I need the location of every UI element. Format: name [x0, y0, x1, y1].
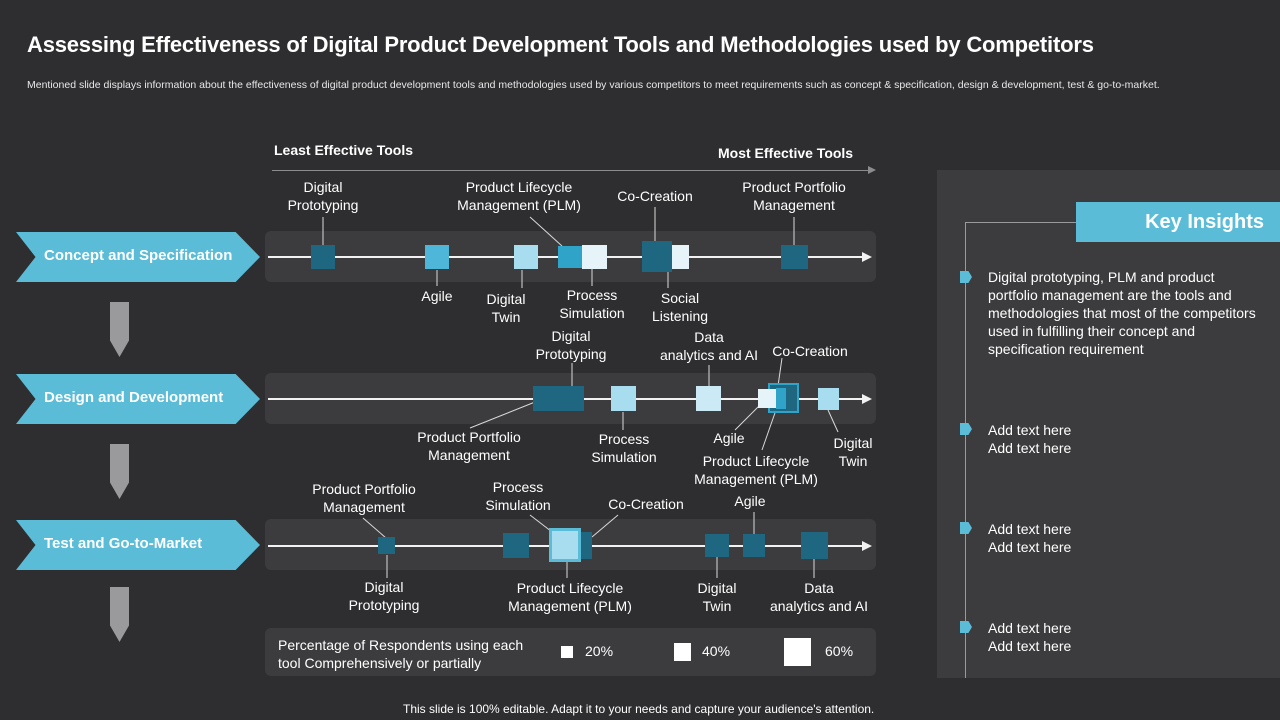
stage-axis-arrow — [862, 252, 872, 262]
stage-label: Test and Go-to-Market — [44, 535, 203, 552]
stage-chevron-design: Design and Development — [16, 374, 260, 424]
marker-data-analytics-ai — [801, 532, 828, 559]
tool-label: Product Lifecycle Management (PLM) — [694, 453, 818, 487]
marker-social-listening — [672, 245, 689, 269]
stage-chevron-test: Test and Go-to-Market — [16, 520, 260, 570]
tool-label: Product Lifecycle Management (PLM) — [457, 179, 581, 213]
tool-label: Co-Creation — [608, 496, 684, 512]
tool-label: Agile — [734, 493, 766, 509]
tool-label: Digital Twin — [697, 580, 737, 614]
key-insights-panel — [937, 170, 1280, 678]
tool-label: Data analytics and AI — [659, 329, 759, 363]
tool-label: Digital Prototyping — [348, 579, 420, 613]
insight-item: Add text here Add text here — [988, 620, 1072, 654]
marker-co-creation — [642, 241, 672, 272]
tool-label: Process Simulation — [591, 431, 657, 465]
marker-digital-twin — [705, 534, 729, 557]
marker-product-portfolio-management — [533, 386, 559, 411]
axis-most-label: Most Effective Tools — [718, 145, 854, 161]
legend-swatch-40 — [674, 643, 691, 661]
marker-agile — [425, 245, 449, 269]
tool-label: Process Simulation — [559, 287, 625, 321]
tool-label: Data analytics and AI — [769, 580, 869, 614]
stage-axis-arrow — [862, 394, 872, 404]
marker-agile — [758, 389, 776, 408]
footer-note: This slide is 100% editable. Adapt it to… — [403, 702, 875, 716]
tool-label: Agile — [713, 430, 745, 446]
stage-axis-arrow — [862, 541, 872, 551]
bullet-arrow-icon — [960, 621, 972, 633]
legend-value: 60% — [825, 643, 854, 659]
marker-co-creation — [578, 532, 592, 559]
marker-agile — [743, 534, 765, 557]
tool-label: Digital Prototyping — [535, 328, 607, 362]
stage-chevron-concept: Concept and Specification — [16, 232, 260, 282]
tool-label: Product Portfolio Management — [312, 481, 416, 515]
tool-label: Product Portfolio Management — [417, 429, 521, 463]
marker-process-simulation — [582, 245, 607, 269]
bullet-arrow-icon — [960, 271, 972, 283]
marker-process-simulation — [503, 533, 529, 558]
effectiveness-axis-arrow — [868, 166, 876, 174]
tool-label: Social Listening — [651, 290, 709, 324]
bullet-arrow-icon — [960, 423, 972, 435]
insights-connector-line — [965, 222, 1076, 223]
marker-process-simulation — [611, 386, 636, 411]
legend-swatch-60 — [784, 638, 811, 666]
page-subtitle: Mentioned slide displays information abo… — [27, 79, 1160, 91]
marker-plm — [776, 388, 786, 409]
tool-label: Digital Twin — [833, 435, 873, 469]
marker-data-analytics-ai — [696, 386, 721, 411]
stage-label: Concept and Specification — [44, 247, 233, 264]
tool-label: Process Simulation — [485, 479, 551, 513]
marker-digital-prototyping — [559, 386, 584, 411]
down-arrow-icon — [110, 587, 129, 642]
page-title: Assessing Effectiveness of Digital Produ… — [27, 32, 1094, 57]
tool-label: Co-Creation — [772, 343, 848, 359]
stage-label: Design and Development — [44, 389, 224, 406]
marker-digital-prototyping — [311, 245, 335, 269]
marker-product-portfolio-management — [781, 245, 808, 269]
marker-digital-twin — [818, 388, 839, 410]
down-arrow-icon — [110, 302, 129, 357]
marker-digital-prototyping — [378, 537, 395, 554]
marker-digital-twin — [514, 245, 538, 269]
bullet-arrow-icon — [960, 522, 972, 534]
insight-item: Add text here Add text here — [988, 422, 1072, 456]
marker-plm — [549, 528, 581, 562]
effectiveness-axis-line — [272, 170, 870, 171]
tool-label: Digital Prototyping — [287, 179, 359, 213]
insight-item: Digital prototyping, PLM and product por… — [988, 269, 1256, 357]
legend-value: 40% — [702, 643, 731, 659]
tool-label: Co-Creation — [617, 188, 693, 204]
legend-swatch-20 — [561, 646, 573, 658]
tool-label: Product Lifecycle Management (PLM) — [508, 580, 632, 614]
marker-plm — [558, 246, 582, 268]
legend-description: Percentage of Respondents using each tool… — [278, 637, 524, 671]
axis-least-label: Least Effective Tools — [274, 142, 414, 158]
tool-label: Product Portfolio Management — [742, 179, 846, 213]
insights-connector-line — [965, 222, 966, 678]
down-arrow-icon — [110, 444, 129, 499]
key-insights-heading: Key Insights — [1076, 202, 1280, 242]
legend-value: 20% — [585, 643, 614, 659]
tool-label: Digital Twin — [486, 291, 526, 325]
insight-item: Add text here Add text here — [988, 521, 1072, 555]
tool-label: Agile — [421, 288, 453, 304]
